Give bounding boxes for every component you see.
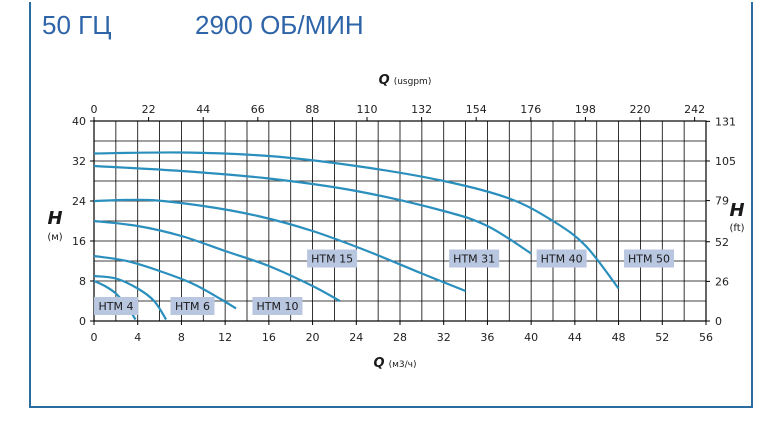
tick-label-top: 198 xyxy=(575,103,596,116)
left-axis-unit: (м) xyxy=(47,232,62,243)
tick-label-bottom: 16 xyxy=(262,331,276,344)
tick-label-top: 242 xyxy=(684,103,705,116)
curve-htm-50 xyxy=(93,151,620,290)
tick-label-left: 40 xyxy=(72,115,86,128)
tick-label-right: 0 xyxy=(715,315,722,328)
speed-title: 2900 ОБ/МИН xyxy=(195,10,364,40)
tick-label-bottom: 8 xyxy=(178,331,185,344)
label-box-htm-31 xyxy=(449,249,500,268)
tick-label-bottom: 52 xyxy=(655,331,669,344)
tick-labels: 0 4 8 12 16 20 24 28 32 36 40 44 48 52 560 22 44 66 88 110 1… xyxy=(72,103,736,344)
tick-label-bottom: 20 xyxy=(306,331,320,344)
label-box-htm-15 xyxy=(307,249,358,268)
label-htm-6: HTM 6 xyxy=(175,300,210,313)
tick-label-left: 0 xyxy=(79,315,86,328)
tick-label-top: 220 xyxy=(630,103,651,116)
frequency-title: 50 ГЦ xyxy=(42,10,112,40)
label-box-htm-40 xyxy=(536,249,587,268)
top-axis-title: Q (usgpm) xyxy=(379,73,432,88)
left-axis-title: H xyxy=(47,208,62,229)
tick-label-top: 22 xyxy=(142,103,156,116)
tick-label-top: 110 xyxy=(357,103,378,116)
series-labels: HTM 4 HTM 6 HTM 10 HTM 15 HTM 31 HTM 40 HTM 50 xyxy=(94,249,675,315)
bottom-axis-title: Q (м3/ч) xyxy=(374,356,417,371)
tick-label-bottom: 28 xyxy=(393,331,407,344)
label-box-htm-10 xyxy=(252,297,303,315)
tick-label-top: 44 xyxy=(196,103,210,116)
label-htm-50: HTM 50 xyxy=(628,253,670,266)
tick-label-bottom: 4 xyxy=(134,331,141,344)
right-axis-title: H xyxy=(729,200,744,221)
curve-htm-31 xyxy=(93,198,466,293)
tick-label-top: 154 xyxy=(466,103,487,116)
tick-label-bottom: 36 xyxy=(480,331,494,344)
tick-label-left: 8 xyxy=(79,275,86,288)
tick-label-top: 132 xyxy=(411,103,432,116)
label-htm-40: HTM 40 xyxy=(541,253,583,266)
tick-label-bottom: 24 xyxy=(349,331,363,344)
axis-titles: Q (usgpm) Q (м3/ч) H (м) H (ft) xyxy=(47,73,744,371)
tick-label-top: 176 xyxy=(520,103,541,116)
tick-label-left: 16 xyxy=(72,235,86,248)
tick-label-bottom: 0 xyxy=(91,331,98,344)
label-box-htm-50 xyxy=(624,249,675,268)
tick-label-bottom: 40 xyxy=(524,331,538,344)
label-box-htm-4 xyxy=(94,297,138,315)
tick-label-top: 88 xyxy=(305,103,319,116)
tick-label-top: 66 xyxy=(251,103,265,116)
tick-label-bottom: 12 xyxy=(218,331,232,344)
tick-label-bottom: 48 xyxy=(612,331,626,344)
tick-label-left: 24 xyxy=(72,195,86,208)
curve-htm-10 xyxy=(93,254,237,310)
label-box-htm-6 xyxy=(170,297,215,315)
tick-label-bottom: 44 xyxy=(568,331,582,344)
tick-label-left: 32 xyxy=(72,155,86,168)
tick-label-bottom: 56 xyxy=(699,331,713,344)
label-htm-4: HTM 4 xyxy=(99,300,134,313)
label-htm-15: HTM 15 xyxy=(311,253,353,266)
tick-label-right: 26 xyxy=(715,275,729,288)
grid xyxy=(93,120,707,322)
label-htm-31: HTM 31 xyxy=(453,253,495,266)
tick-label-top: 0 xyxy=(91,103,98,116)
tick-label-right: 105 xyxy=(715,155,736,168)
label-htm-10: HTM 10 xyxy=(256,300,298,313)
curve-htm-15 xyxy=(93,219,341,302)
tick-label-right: 52 xyxy=(715,236,729,249)
curve-htm-40 xyxy=(93,164,532,255)
tick-label-right: 131 xyxy=(715,115,736,128)
tick-label-bottom: 32 xyxy=(437,331,451,344)
tick-label-right: 79 xyxy=(715,195,729,208)
right-axis-unit: (ft) xyxy=(729,223,744,234)
curve-htm-6 xyxy=(93,274,168,321)
chart-frame xyxy=(29,2,753,408)
curves xyxy=(93,151,620,321)
